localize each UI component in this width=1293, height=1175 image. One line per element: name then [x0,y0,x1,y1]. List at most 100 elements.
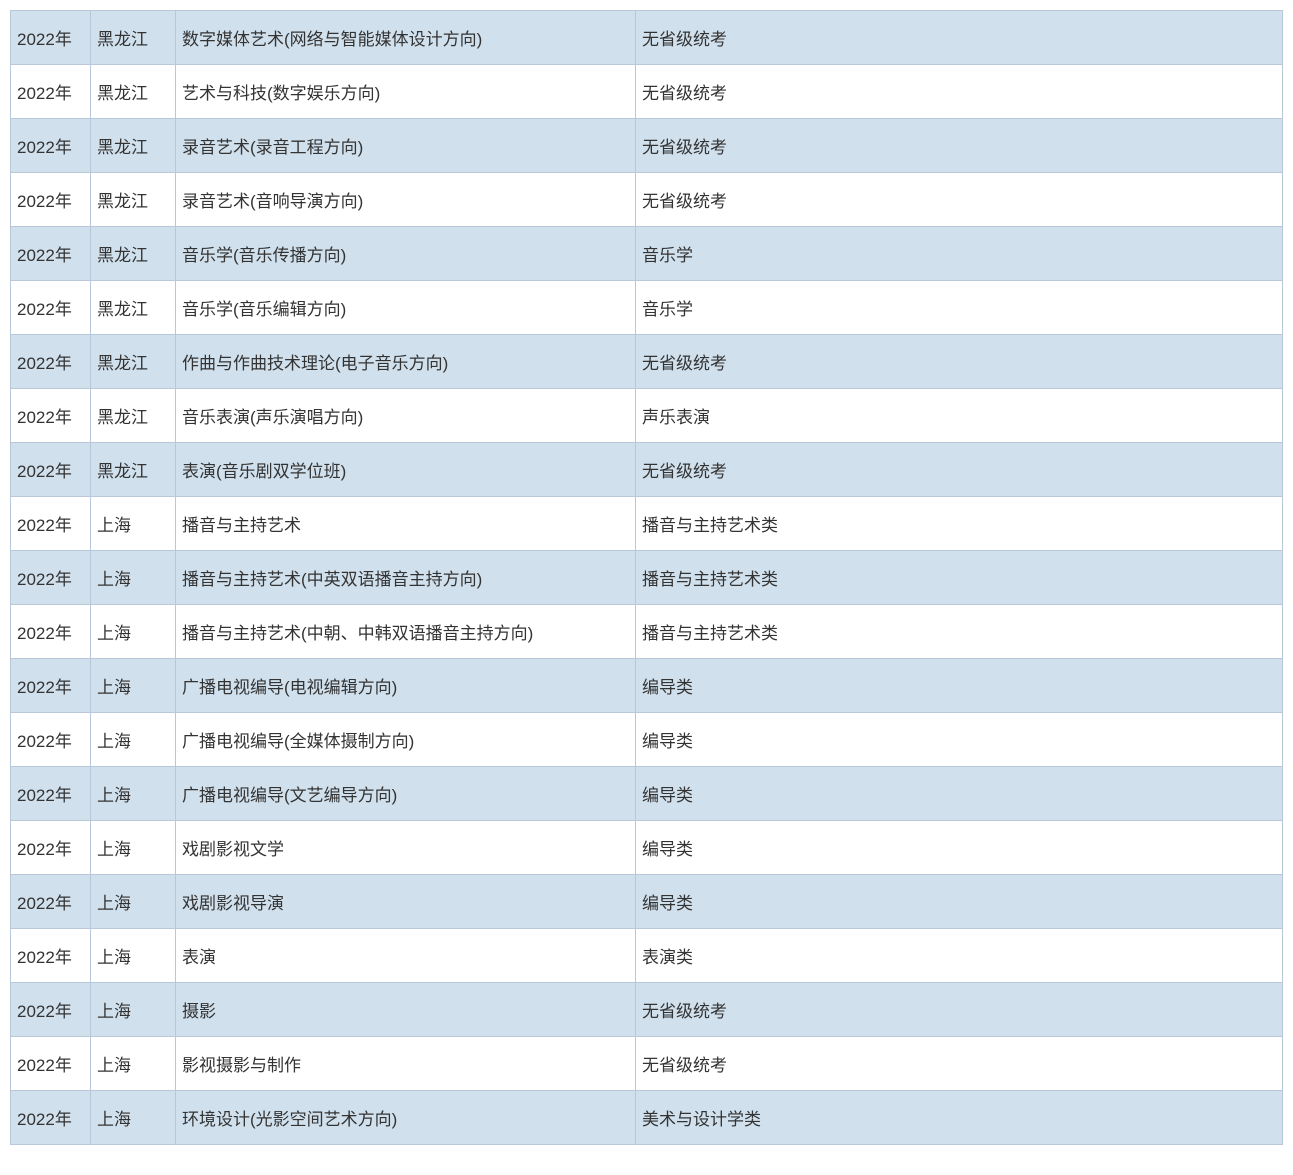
cell-major: 音乐表演(声乐演唱方向) [176,389,636,443]
cell-province: 黑龙江 [91,227,176,281]
cell-year: 2022年 [11,1091,91,1145]
table-row: 2022年黑龙江音乐学(音乐传播方向)音乐学 [11,227,1283,281]
cell-subject: 无省级统考 [636,173,1283,227]
table-row: 2022年上海影视摄影与制作无省级统考 [11,1037,1283,1091]
cell-subject: 无省级统考 [636,119,1283,173]
cell-year: 2022年 [11,281,91,335]
cell-subject: 无省级统考 [636,11,1283,65]
cell-year: 2022年 [11,227,91,281]
cell-year: 2022年 [11,821,91,875]
cell-year: 2022年 [11,119,91,173]
cell-subject: 编导类 [636,659,1283,713]
table-body: 2022年黑龙江数字媒体艺术(网络与智能媒体设计方向)无省级统考2022年黑龙江… [11,11,1283,1145]
table-row: 2022年黑龙江录音艺术(录音工程方向)无省级统考 [11,119,1283,173]
cell-major: 摄影 [176,983,636,1037]
cell-province: 上海 [91,497,176,551]
cell-province: 上海 [91,605,176,659]
cell-province: 上海 [91,1091,176,1145]
cell-year: 2022年 [11,767,91,821]
cell-subject: 声乐表演 [636,389,1283,443]
cell-year: 2022年 [11,389,91,443]
cell-major: 戏剧影视导演 [176,875,636,929]
cell-province: 上海 [91,875,176,929]
cell-year: 2022年 [11,443,91,497]
cell-province: 上海 [91,1037,176,1091]
cell-subject: 表演类 [636,929,1283,983]
cell-province: 上海 [91,713,176,767]
cell-province: 黑龙江 [91,335,176,389]
table-row: 2022年上海环境设计(光影空间艺术方向)美术与设计学类 [11,1091,1283,1145]
table-row: 2022年黑龙江作曲与作曲技术理论(电子音乐方向)无省级统考 [11,335,1283,389]
cell-subject: 播音与主持艺术类 [636,605,1283,659]
table-row: 2022年上海摄影无省级统考 [11,983,1283,1037]
cell-major: 环境设计(光影空间艺术方向) [176,1091,636,1145]
cell-subject: 播音与主持艺术类 [636,551,1283,605]
table-row: 2022年黑龙江表演(音乐剧双学位班)无省级统考 [11,443,1283,497]
cell-province: 上海 [91,821,176,875]
cell-major: 播音与主持艺术(中朝、中韩双语播音主持方向) [176,605,636,659]
cell-major: 作曲与作曲技术理论(电子音乐方向) [176,335,636,389]
cell-subject: 编导类 [636,875,1283,929]
cell-major: 广播电视编导(文艺编导方向) [176,767,636,821]
admission-table: 2022年黑龙江数字媒体艺术(网络与智能媒体设计方向)无省级统考2022年黑龙江… [10,10,1283,1145]
cell-year: 2022年 [11,875,91,929]
cell-year: 2022年 [11,983,91,1037]
cell-major: 数字媒体艺术(网络与智能媒体设计方向) [176,11,636,65]
table-row: 2022年黑龙江音乐表演(声乐演唱方向)声乐表演 [11,389,1283,443]
table-row: 2022年上海播音与主持艺术(中英双语播音主持方向)播音与主持艺术类 [11,551,1283,605]
cell-major: 表演(音乐剧双学位班) [176,443,636,497]
table-row: 2022年黑龙江音乐学(音乐编辑方向)音乐学 [11,281,1283,335]
table-row: 2022年上海戏剧影视文学编导类 [11,821,1283,875]
cell-subject: 音乐学 [636,281,1283,335]
table-row: 2022年上海广播电视编导(文艺编导方向)编导类 [11,767,1283,821]
cell-province: 上海 [91,767,176,821]
cell-major: 播音与主持艺术(中英双语播音主持方向) [176,551,636,605]
cell-major: 播音与主持艺术 [176,497,636,551]
cell-province: 黑龙江 [91,119,176,173]
cell-province: 黑龙江 [91,443,176,497]
cell-province: 黑龙江 [91,281,176,335]
cell-year: 2022年 [11,65,91,119]
cell-subject: 无省级统考 [636,65,1283,119]
table-row: 2022年上海播音与主持艺术(中朝、中韩双语播音主持方向)播音与主持艺术类 [11,605,1283,659]
cell-year: 2022年 [11,605,91,659]
cell-year: 2022年 [11,1037,91,1091]
cell-major: 戏剧影视文学 [176,821,636,875]
cell-major: 音乐学(音乐传播方向) [176,227,636,281]
table-row: 2022年上海表演表演类 [11,929,1283,983]
cell-province: 黑龙江 [91,389,176,443]
cell-subject: 美术与设计学类 [636,1091,1283,1145]
cell-major: 录音艺术(录音工程方向) [176,119,636,173]
cell-major: 表演 [176,929,636,983]
cell-province: 上海 [91,659,176,713]
cell-province: 黑龙江 [91,65,176,119]
table-row: 2022年上海广播电视编导(全媒体摄制方向)编导类 [11,713,1283,767]
cell-province: 上海 [91,929,176,983]
cell-year: 2022年 [11,173,91,227]
cell-subject: 无省级统考 [636,983,1283,1037]
cell-subject: 无省级统考 [636,335,1283,389]
cell-year: 2022年 [11,713,91,767]
cell-major: 影视摄影与制作 [176,1037,636,1091]
cell-year: 2022年 [11,929,91,983]
table-row: 2022年上海播音与主持艺术播音与主持艺术类 [11,497,1283,551]
cell-year: 2022年 [11,11,91,65]
cell-subject: 无省级统考 [636,1037,1283,1091]
cell-province: 黑龙江 [91,173,176,227]
cell-subject: 无省级统考 [636,443,1283,497]
cell-year: 2022年 [11,335,91,389]
cell-major: 广播电视编导(电视编辑方向) [176,659,636,713]
cell-province: 黑龙江 [91,11,176,65]
table-row: 2022年黑龙江数字媒体艺术(网络与智能媒体设计方向)无省级统考 [11,11,1283,65]
table-row: 2022年黑龙江艺术与科技(数字娱乐方向)无省级统考 [11,65,1283,119]
cell-subject: 编导类 [636,821,1283,875]
cell-major: 音乐学(音乐编辑方向) [176,281,636,335]
cell-province: 上海 [91,983,176,1037]
cell-province: 上海 [91,551,176,605]
table-row: 2022年黑龙江录音艺术(音响导演方向)无省级统考 [11,173,1283,227]
cell-subject: 编导类 [636,713,1283,767]
cell-major: 广播电视编导(全媒体摄制方向) [176,713,636,767]
cell-year: 2022年 [11,659,91,713]
cell-year: 2022年 [11,497,91,551]
cell-major: 录音艺术(音响导演方向) [176,173,636,227]
